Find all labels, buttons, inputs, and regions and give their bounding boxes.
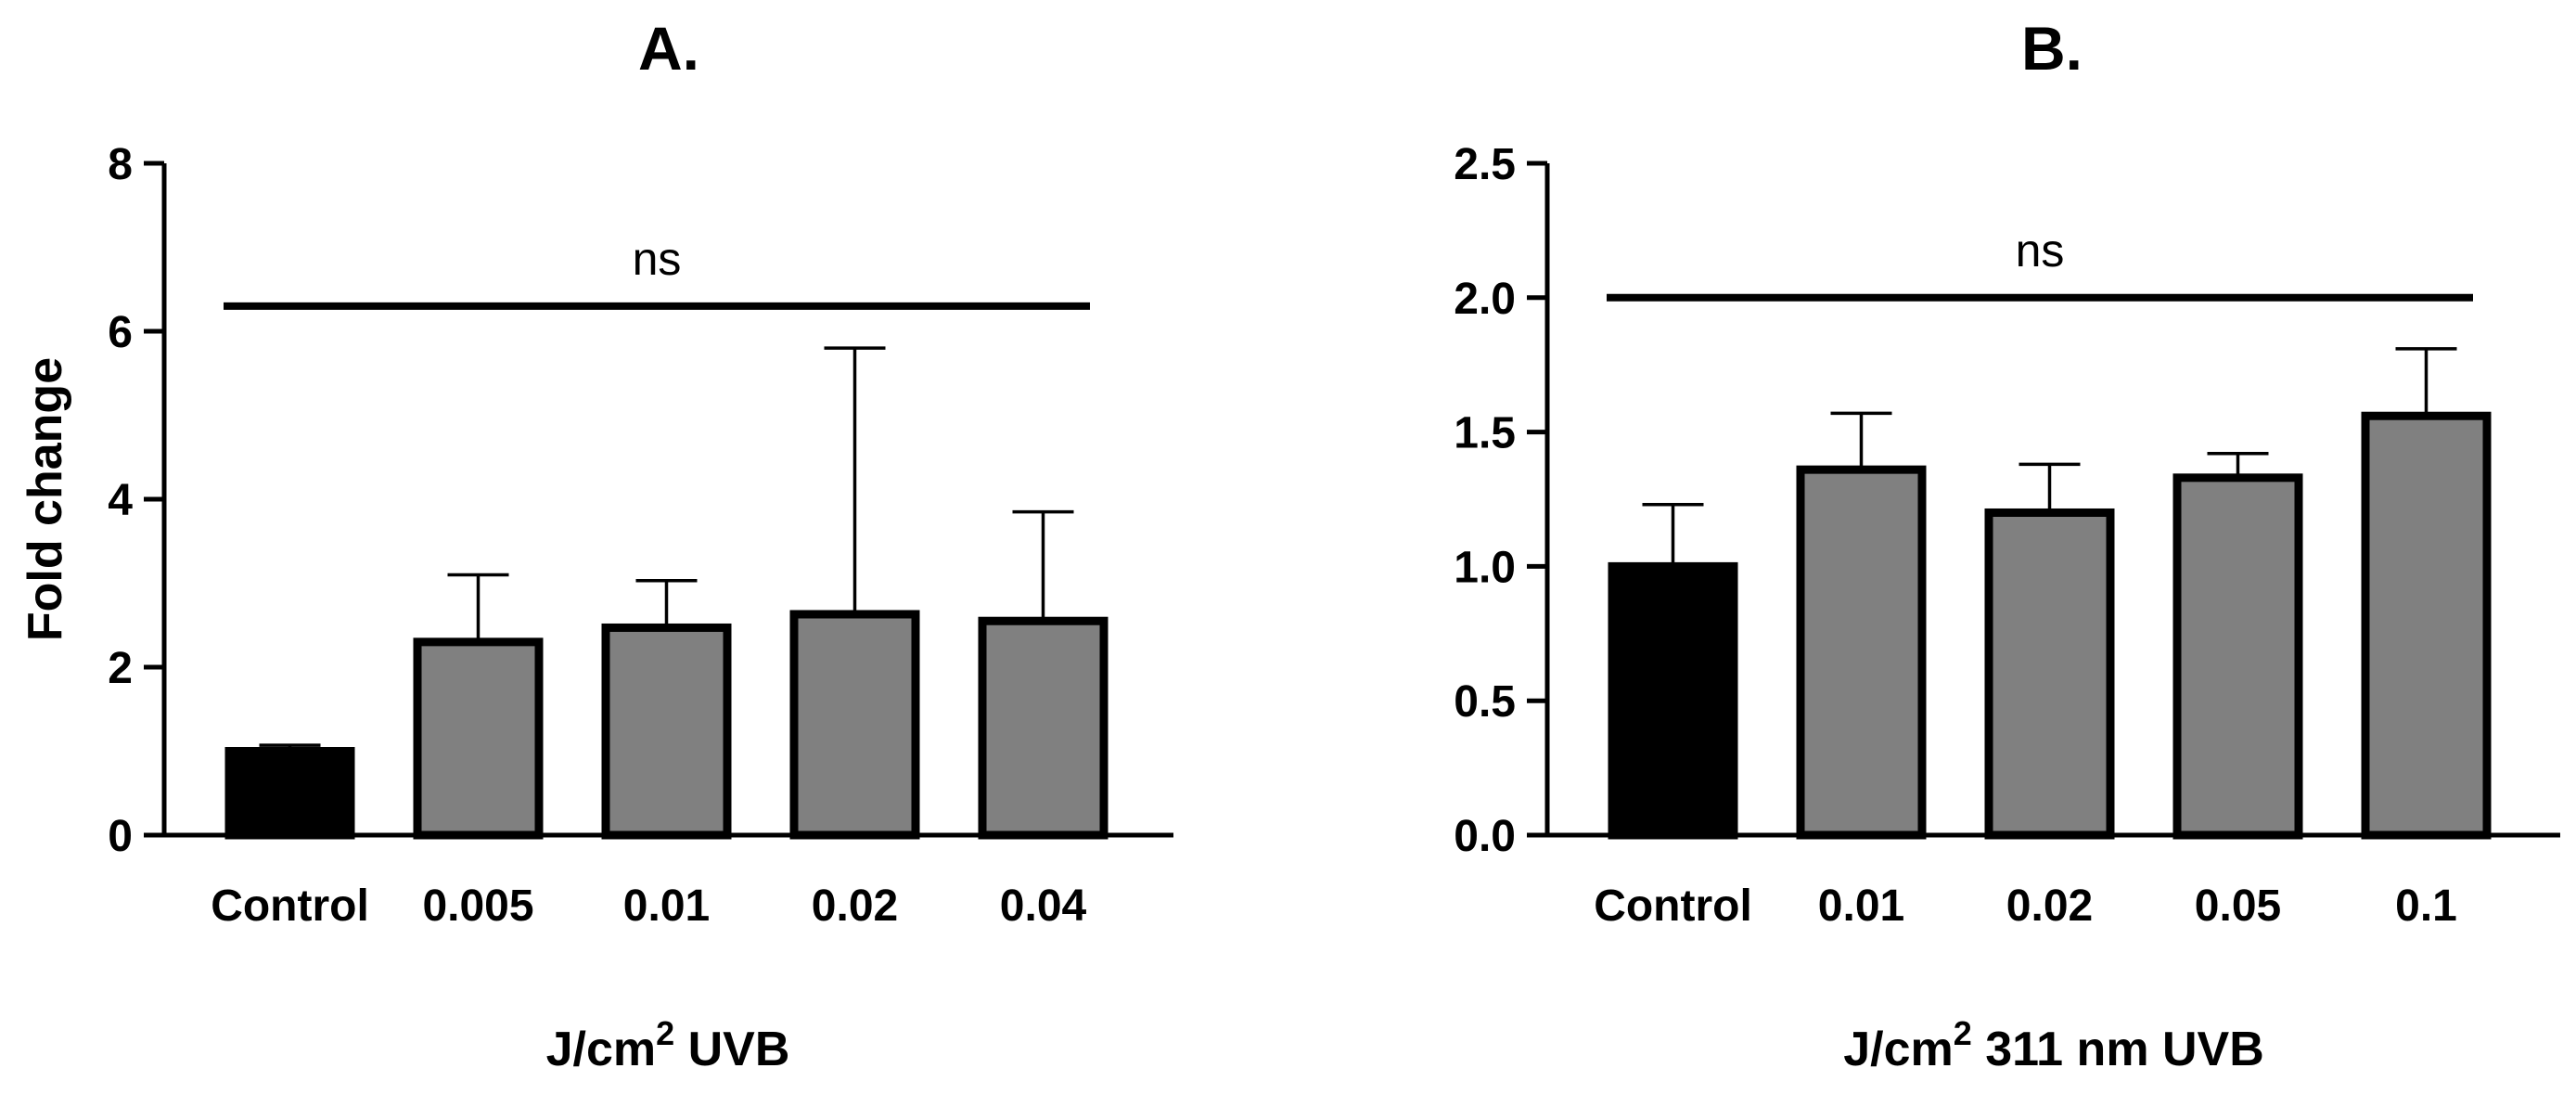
- y-tick-label: 1.5: [1454, 409, 1516, 458]
- y-tick-label: 2: [108, 644, 133, 693]
- x-tick-label: 0.005: [422, 882, 533, 931]
- y-tick-label: 2.5: [1454, 140, 1516, 189]
- x-axis-title-superscript: 2: [1954, 1014, 1972, 1052]
- x-axis-title-unit: J/cm: [1843, 1023, 1954, 1076]
- x-tick-label: 0.02: [812, 882, 898, 931]
- panel-title: B.: [2021, 14, 2083, 83]
- x-tick-label: 0.01: [1818, 882, 1904, 931]
- chart-panel-b: B. J/cm2 311 nm UVB 0.0 0.5 1.0 1.5 2.0 2.5 Cont…: [1454, 14, 2560, 1076]
- y-tick-label: 8: [108, 140, 133, 189]
- bar-0.01: [1796, 465, 1927, 840]
- x-axis-title: J/cm2 311 nm UVB: [1843, 1014, 2264, 1076]
- panel-title: A.: [638, 14, 699, 83]
- bar-0.05: [2172, 473, 2303, 840]
- x-axis-title-superscript: 2: [656, 1014, 674, 1052]
- bar-Control: [224, 747, 355, 840]
- bar-0.005: [413, 637, 544, 840]
- x-axis-title-suffix: 311 nm UVB: [1972, 1023, 2264, 1076]
- x-tick-label: 0.04: [1000, 882, 1087, 931]
- y-tick-label: 6: [108, 308, 133, 357]
- y-tick-label: 1.0: [1454, 543, 1516, 592]
- y-tick-label: 0.5: [1454, 677, 1516, 727]
- x-tick-label: 0.1: [2395, 882, 2457, 931]
- x-axis-title-suffix: UVB: [674, 1023, 789, 1076]
- bar-0.02: [1984, 508, 2115, 840]
- bar-Control: [1608, 561, 1738, 840]
- y-tick-label: 0.0: [1454, 812, 1516, 861]
- y-tick-label: 0: [108, 812, 133, 861]
- x-axis-title-unit: J/cm: [546, 1023, 657, 1076]
- y-tick-label: 2.0: [1454, 275, 1516, 324]
- significance-label: ns: [2016, 225, 2065, 277]
- bar-0.01: [601, 623, 732, 840]
- x-tick-label: 0.01: [623, 882, 710, 931]
- bar-0.04: [978, 616, 1109, 840]
- x-tick-label: Control: [211, 882, 369, 931]
- x-axis-title: J/cm2 UVB: [546, 1014, 790, 1076]
- x-tick-label: 0.05: [2195, 882, 2281, 931]
- x-tick-label: Control: [1594, 882, 1752, 931]
- bar-0.1: [2361, 411, 2492, 840]
- y-axis-title: Fold change: [19, 357, 72, 641]
- significance-label: ns: [633, 233, 682, 285]
- x-tick-label: 0.02: [2006, 882, 2093, 931]
- bar-0.02: [789, 610, 920, 840]
- y-tick-label: 4: [108, 476, 133, 525]
